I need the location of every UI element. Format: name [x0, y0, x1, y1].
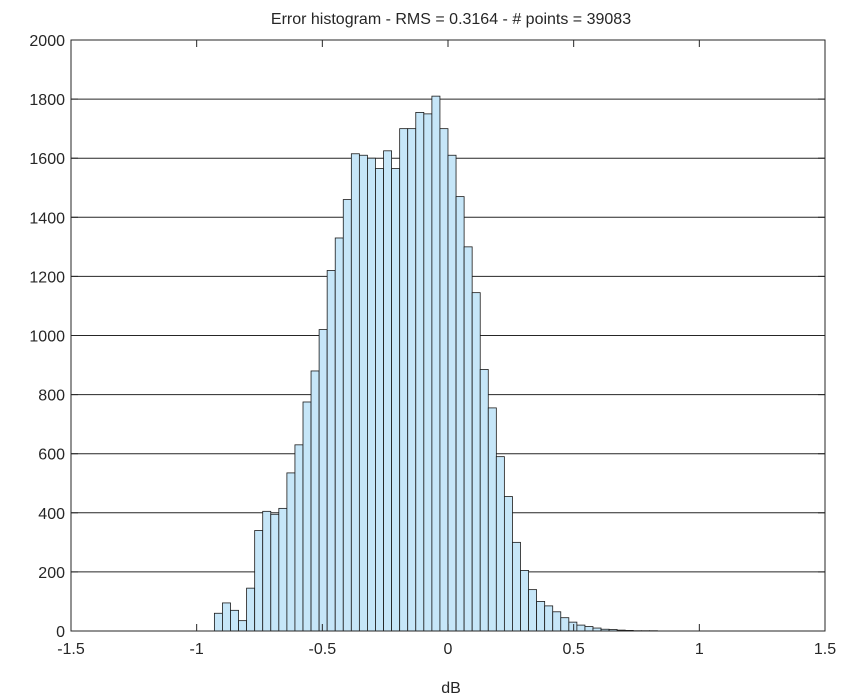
- histogram-bar: [286, 472, 296, 632]
- histogram-bar: [471, 292, 481, 632]
- histogram-bar: [310, 370, 320, 632]
- y-tick-label: 800: [38, 388, 65, 405]
- y-tick-label: 1400: [29, 210, 65, 227]
- histogram-bar: [294, 444, 304, 632]
- y-tick-label: 1200: [29, 269, 65, 286]
- histogram-bar: [391, 168, 401, 632]
- x-tick-label: -0.5: [309, 641, 337, 658]
- y-tick-label: 200: [38, 565, 65, 582]
- histogram-bar: [383, 150, 393, 632]
- histogram-bar: [439, 128, 449, 632]
- y-tick-label: 400: [38, 506, 65, 523]
- y-tick-label: 0: [56, 624, 65, 641]
- histogram-bar: [584, 626, 594, 632]
- histogram-bar: [342, 199, 352, 632]
- histogram-bar: [568, 621, 578, 632]
- tick-labels: 0 200 400 600 800 1000 1200 1400 1600 1800 2000 -1.…: [29, 33, 836, 658]
- histogram-bar: [544, 605, 554, 632]
- histogram-bar: [213, 612, 223, 632]
- histogram-bar: [512, 541, 521, 632]
- histogram-bar: [375, 168, 384, 632]
- y-tick-label: 1000: [29, 329, 65, 346]
- y-tick-label: 1600: [29, 151, 65, 168]
- histogram-bar: [350, 153, 360, 632]
- histogram-bar: [334, 237, 344, 632]
- histogram-bar: [270, 513, 280, 632]
- histogram-bar: [487, 407, 497, 632]
- x-axis-label: dB: [441, 680, 461, 695]
- histogram-bar: [230, 609, 239, 632]
- histogram-bars: [213, 95, 658, 632]
- histogram-bar: [262, 510, 272, 632]
- axes-frame: [70, 39, 826, 632]
- histogram-bar: [358, 154, 368, 632]
- histogram-bar: [399, 128, 409, 632]
- histogram-bar: [326, 270, 336, 632]
- histogram-bar: [479, 369, 489, 632]
- histogram-bar: [423, 113, 433, 632]
- histogram-bar: [447, 154, 457, 632]
- histogram-bar: [463, 246, 473, 632]
- histogram-bar: [318, 329, 328, 632]
- x-tick-label: 1.5: [814, 641, 836, 658]
- histogram-bar: [503, 496, 513, 632]
- histogram-bar: [238, 620, 248, 632]
- y-tick-label: 2000: [29, 33, 65, 50]
- histogram-bar: [560, 617, 570, 632]
- histogram-bar: [536, 601, 546, 632]
- histogram-bar: [431, 95, 441, 632]
- x-tick-label: 0: [444, 641, 453, 658]
- histogram-bar: [528, 589, 537, 632]
- histogram-bar: [415, 111, 425, 632]
- histogram-bar: [576, 624, 586, 632]
- histogram-bar: [520, 570, 529, 632]
- x-tick-label: -1: [190, 641, 204, 658]
- histogram-bar: [254, 530, 264, 632]
- y-tick-label: 600: [38, 447, 65, 464]
- y-tick-label: 1800: [29, 92, 65, 109]
- x-tick-label: -1.5: [57, 641, 85, 658]
- x-tick-label: 1: [695, 641, 704, 658]
- histogram-bar: [222, 602, 231, 632]
- histogram-bar: [552, 611, 562, 632]
- chart-title: Error histogram - RMS = 0.3164 - # point…: [271, 11, 631, 28]
- x-tick-label: 0.5: [563, 641, 585, 658]
- histogram-bar: [455, 196, 465, 632]
- histogram-bar: [246, 587, 256, 632]
- histogram-bar: [367, 157, 376, 632]
- histogram-bar: [278, 507, 288, 632]
- histogram-bar: [302, 401, 312, 632]
- histogram-bar: [495, 456, 505, 632]
- histogram-bar: [407, 128, 417, 632]
